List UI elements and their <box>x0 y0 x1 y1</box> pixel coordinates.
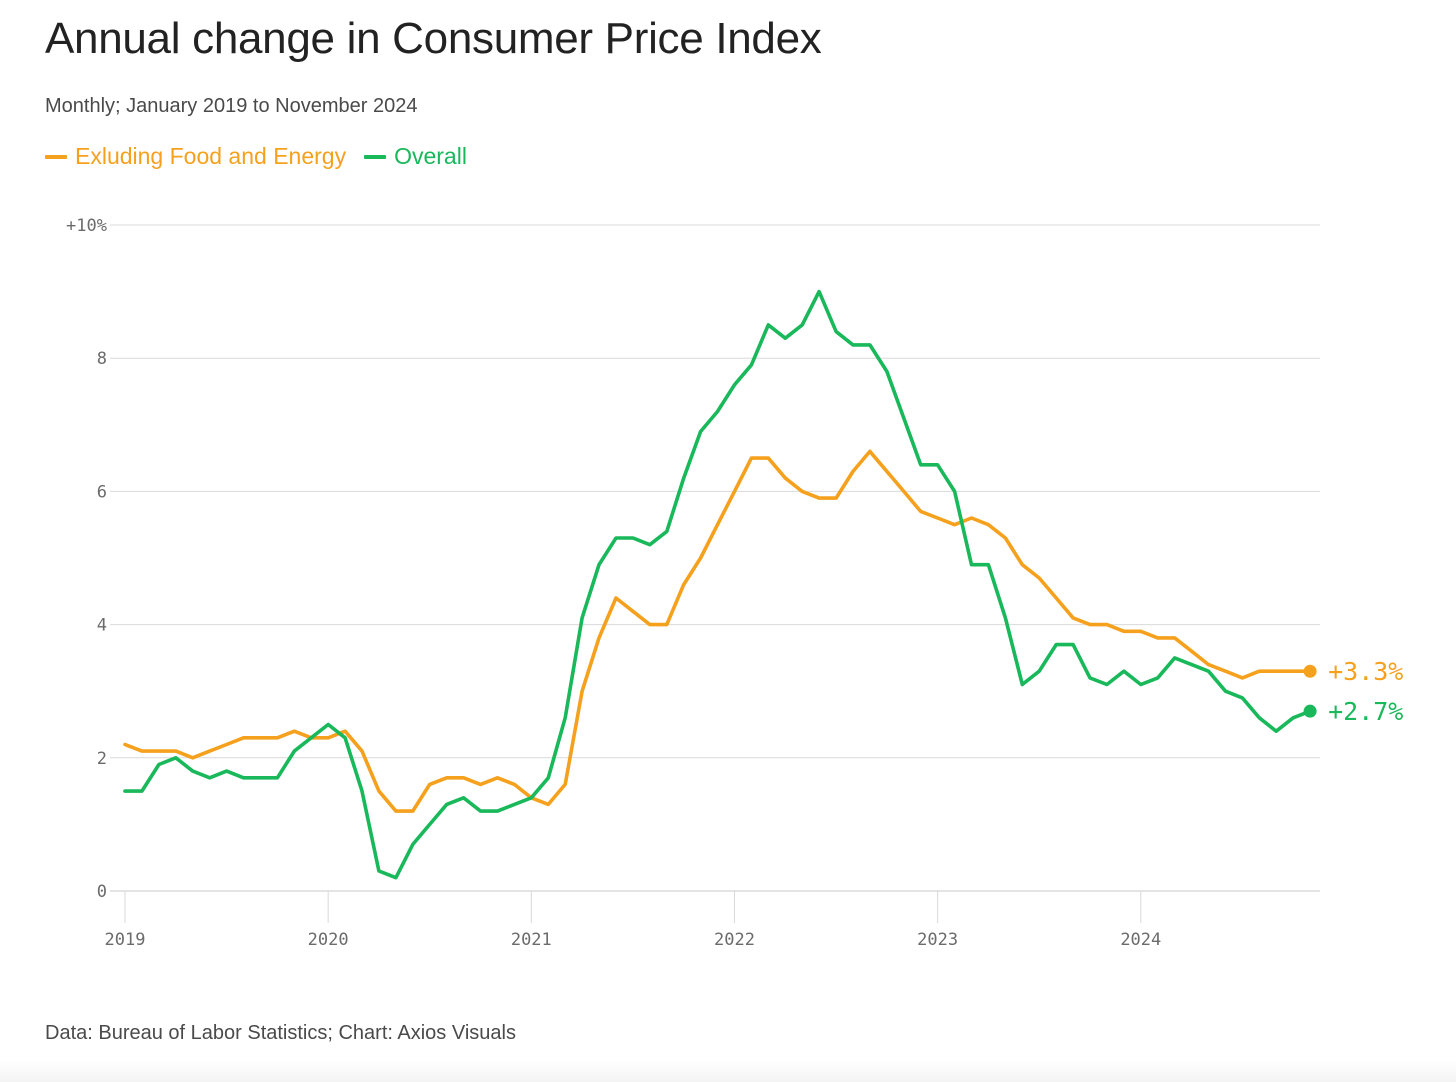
x-tick-label: 2022 <box>714 930 755 950</box>
y-tick-label: +10% <box>66 216 107 236</box>
y-tick-label: 6 <box>97 482 107 502</box>
legend-swatch-core <box>45 154 67 159</box>
end-markers: +3.3% +2.7% <box>1303 657 1403 726</box>
series-line-overall <box>123 289 1312 880</box>
x-tick-label: 2021 <box>511 930 552 950</box>
end-point-core <box>1303 664 1317 678</box>
bottom-shade <box>0 1060 1456 1082</box>
legend-item-overall: Overall <box>364 143 467 170</box>
chart-legend: Exluding Food and Energy Overall <box>45 143 485 170</box>
cpi-line-chart: 2019 2020 2021 2022 2023 2024 0 2 4 6 8 +10% +3.3%… <box>66 216 1403 950</box>
legend-item-core: Exluding Food and Energy <box>45 143 346 170</box>
source-note: Data: Bureau of Labor Statistics; Chart:… <box>45 1022 516 1044</box>
y-tick-label: 2 <box>97 749 107 769</box>
y-tick-label: 0 <box>97 882 107 902</box>
y-tick-label: 8 <box>97 349 107 369</box>
series-lines <box>123 289 1312 880</box>
x-tick-label: 2019 <box>105 930 146 950</box>
chart-title: Annual change in Consumer Price Index <box>45 14 822 63</box>
legend-swatch-overall <box>364 154 387 159</box>
x-axis: 2019 2020 2021 2022 2023 2024 <box>105 891 1161 950</box>
x-tick-label: 2024 <box>1120 930 1161 950</box>
legend-label-core: Exluding Food and Energy <box>75 143 347 169</box>
end-label-overall: +2.7% <box>1328 697 1403 726</box>
x-tick-label: 2023 <box>917 930 958 950</box>
end-point-overall <box>1303 704 1317 718</box>
end-label-core: +3.3% <box>1328 657 1403 686</box>
chart-subtitle: Monthly; January 2019 to November 2024 <box>45 95 418 117</box>
legend-label-overall: Overall <box>394 143 467 169</box>
series-line-core <box>123 449 1312 813</box>
x-tick-label: 2020 <box>308 930 349 950</box>
gridlines <box>110 224 1320 892</box>
y-tick-label: 4 <box>97 616 107 636</box>
y-axis: 0 2 4 6 8 +10% <box>66 216 107 902</box>
